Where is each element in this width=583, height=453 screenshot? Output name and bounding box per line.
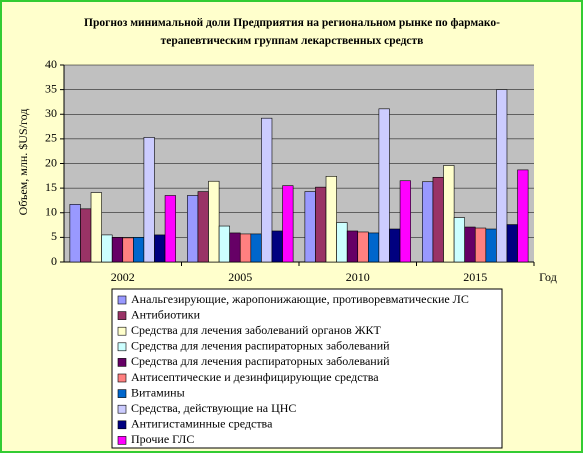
bar (122, 237, 134, 263)
bar (187, 195, 199, 263)
bar (229, 232, 241, 263)
bar (474, 227, 487, 263)
bar (133, 237, 145, 263)
bar (336, 222, 348, 263)
bar (143, 137, 155, 263)
bar (250, 233, 262, 263)
legend-swatch (117, 436, 127, 445)
bar (197, 191, 209, 263)
legend-label: Средства для лечения распираторных забол… (131, 339, 390, 353)
y-tick-label: 25 (45, 131, 57, 145)
bar (378, 108, 390, 263)
bar (208, 180, 220, 263)
y-tick-label: 5 (51, 229, 57, 243)
legend-label: Антибиотики (131, 307, 201, 321)
legend-swatch (117, 342, 127, 352)
bar (239, 233, 252, 263)
bar (506, 224, 518, 263)
x-tick-label: 2005 (228, 270, 252, 284)
bar (154, 234, 166, 263)
x-axis-label: Год (539, 270, 557, 284)
bar (271, 230, 283, 263)
legend-box (111, 288, 503, 449)
legend-swatch (117, 326, 127, 336)
y-tick-label: 10 (45, 205, 57, 219)
bar (443, 165, 455, 263)
legend-label: Антисептические и дезинфицирующие средст… (131, 370, 379, 384)
bar (453, 217, 465, 263)
bar (69, 204, 81, 263)
bar (399, 180, 411, 263)
bar (111, 237, 124, 263)
legend-swatch (117, 311, 127, 320)
y-tick-label: 20 (45, 155, 57, 169)
y-tick-label: 40 (45, 57, 57, 71)
bar (164, 195, 176, 263)
legend-swatch (117, 420, 127, 430)
legend-swatch (117, 358, 127, 367)
bar (496, 89, 508, 263)
y-axis-label: Объем, млн. $US/год (16, 109, 30, 216)
legend-label: Витамины (131, 385, 185, 399)
bar (346, 230, 359, 263)
legend-label: Анальгезирующие, жаропонижающие, противо… (131, 292, 469, 306)
legend-label: Средства для лечения заболеваний органов… (131, 323, 382, 337)
bar (389, 228, 401, 263)
y-tick-label: 35 (45, 81, 57, 95)
bar (80, 208, 92, 263)
chart-title: Прогноз минимальной доли Предприятия на … (84, 17, 500, 47)
bar (485, 228, 497, 263)
legend-swatch (117, 389, 127, 398)
bar (315, 186, 327, 263)
bar (517, 169, 529, 263)
legend-swatch (117, 373, 127, 383)
x-tick-label: 2015 (463, 270, 487, 284)
bar (282, 185, 294, 263)
legend-label: Средства, действующие на ЦНС (131, 401, 296, 415)
bar (464, 226, 476, 263)
bar (304, 191, 316, 263)
bar (261, 117, 273, 263)
x-tick-label: 2010 (346, 270, 370, 284)
bar (101, 234, 113, 263)
bar (357, 231, 369, 263)
y-tick-label: 15 (45, 180, 57, 194)
y-tick-label: 30 (45, 106, 57, 120)
x-tick-label: 2002 (111, 270, 135, 284)
bar (432, 176, 444, 263)
bar (325, 176, 337, 263)
legend-swatch (117, 295, 127, 305)
legend-swatch (117, 404, 127, 414)
legend-label: Средства для лечения распираторных забол… (131, 354, 390, 368)
y-tick-label: 0 (51, 254, 57, 268)
legend-label: Прочие ГЛС (131, 432, 194, 446)
legend-label: Антигистаминные средства (131, 417, 273, 431)
bar (90, 192, 102, 263)
bar (218, 225, 230, 263)
bar (422, 181, 434, 263)
bar (368, 232, 380, 263)
